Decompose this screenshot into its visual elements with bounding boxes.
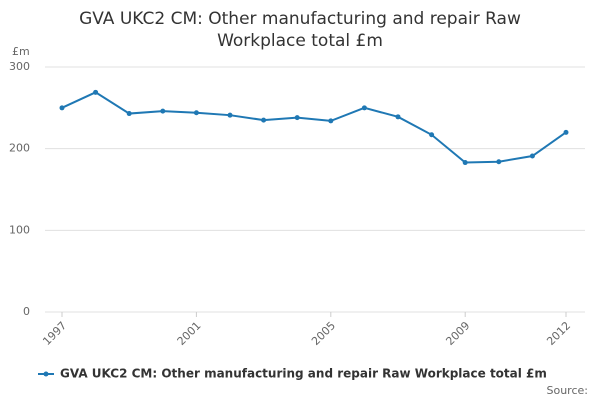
legend-label: GVA UKC2 CM: Other manufacturing and rep… [60,367,547,381]
x-tick-label: 2009 [443,319,472,348]
y-tick-label: 0 [23,305,30,318]
data-point [126,111,132,117]
x-tick-label: 2005 [309,319,338,348]
data-point [563,129,569,135]
x-tick-label: 2001 [175,319,204,348]
x-tick-label: 2012 [544,319,573,348]
data-point [227,112,233,118]
data-point [328,118,334,124]
series-line [61,91,567,164]
data-point [429,132,435,138]
chart-title: GVA UKC2 CM: Other manufacturing and rep… [79,9,521,51]
y-tick-label: 300 [9,60,30,73]
data-point [529,153,535,159]
data-point [462,160,468,166]
data-point [361,105,367,111]
y-axis-label: £m [12,45,30,58]
data-point [93,89,99,95]
data-point [59,105,65,111]
y-tick-label: 200 [9,142,30,155]
x-tick-label: 1997 [40,319,69,348]
data-point [294,115,300,121]
source: Source: [547,384,589,397]
data-point [160,108,166,114]
y-tick-label: 100 [9,223,30,236]
data-point [193,110,199,116]
legend-marker [43,371,49,377]
data-point [261,117,267,123]
data-point [395,114,401,120]
data-point [496,159,502,165]
